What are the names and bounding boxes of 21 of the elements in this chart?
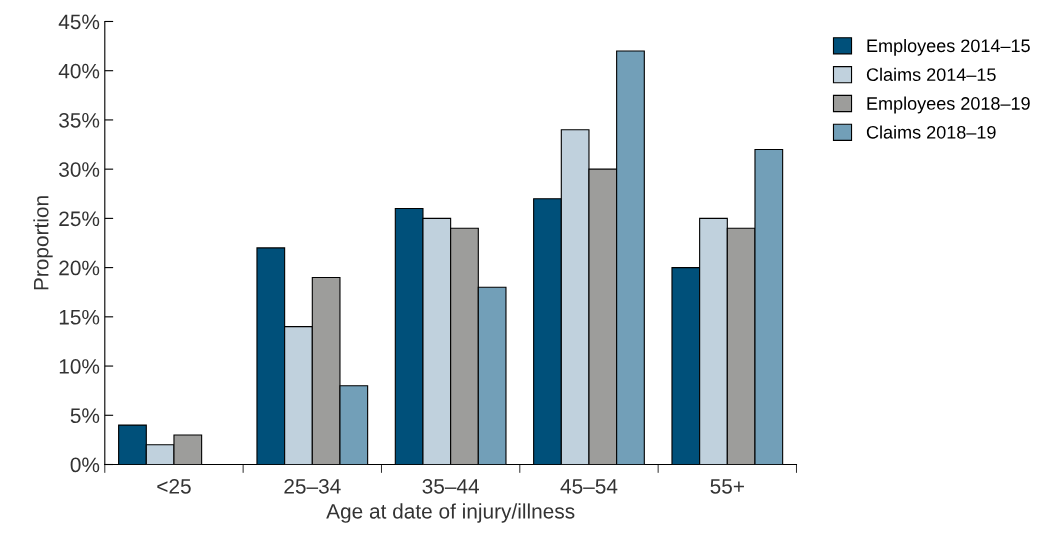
x-axis-title: Age at date of injury/illness <box>326 503 575 523</box>
y-tick-label: 35% <box>59 112 100 128</box>
y-tick-label: 25% <box>59 211 100 227</box>
y-tick-label: 5% <box>70 408 100 424</box>
y-tick-label: 15% <box>59 309 100 325</box>
legend-label: Employees 2018–19 <box>867 96 1030 114</box>
legend-label: Claims 2014–15 <box>866 67 996 82</box>
x-tick-label: 45–54 <box>560 479 618 494</box>
x-tick-label: <25 <box>157 478 191 494</box>
x-tick-label: 35–44 <box>422 478 479 494</box>
y-tick-label: 45% <box>58 14 100 30</box>
legend-label: Claims 2018–19 <box>866 125 996 139</box>
legend-label: Employees 2014–15 <box>867 38 1030 56</box>
x-tick-label: 25–34 <box>284 478 341 494</box>
y-tick-label: 0% <box>70 457 100 473</box>
y-tick-label: 40% <box>58 63 100 79</box>
y-tick-label: 20% <box>59 260 100 276</box>
y-tick-label: 10% <box>59 359 100 374</box>
y-tick-label: 30% <box>59 162 100 177</box>
y-axis-title: Proportion <box>33 196 53 290</box>
x-tick-label: 55+ <box>710 479 744 494</box>
